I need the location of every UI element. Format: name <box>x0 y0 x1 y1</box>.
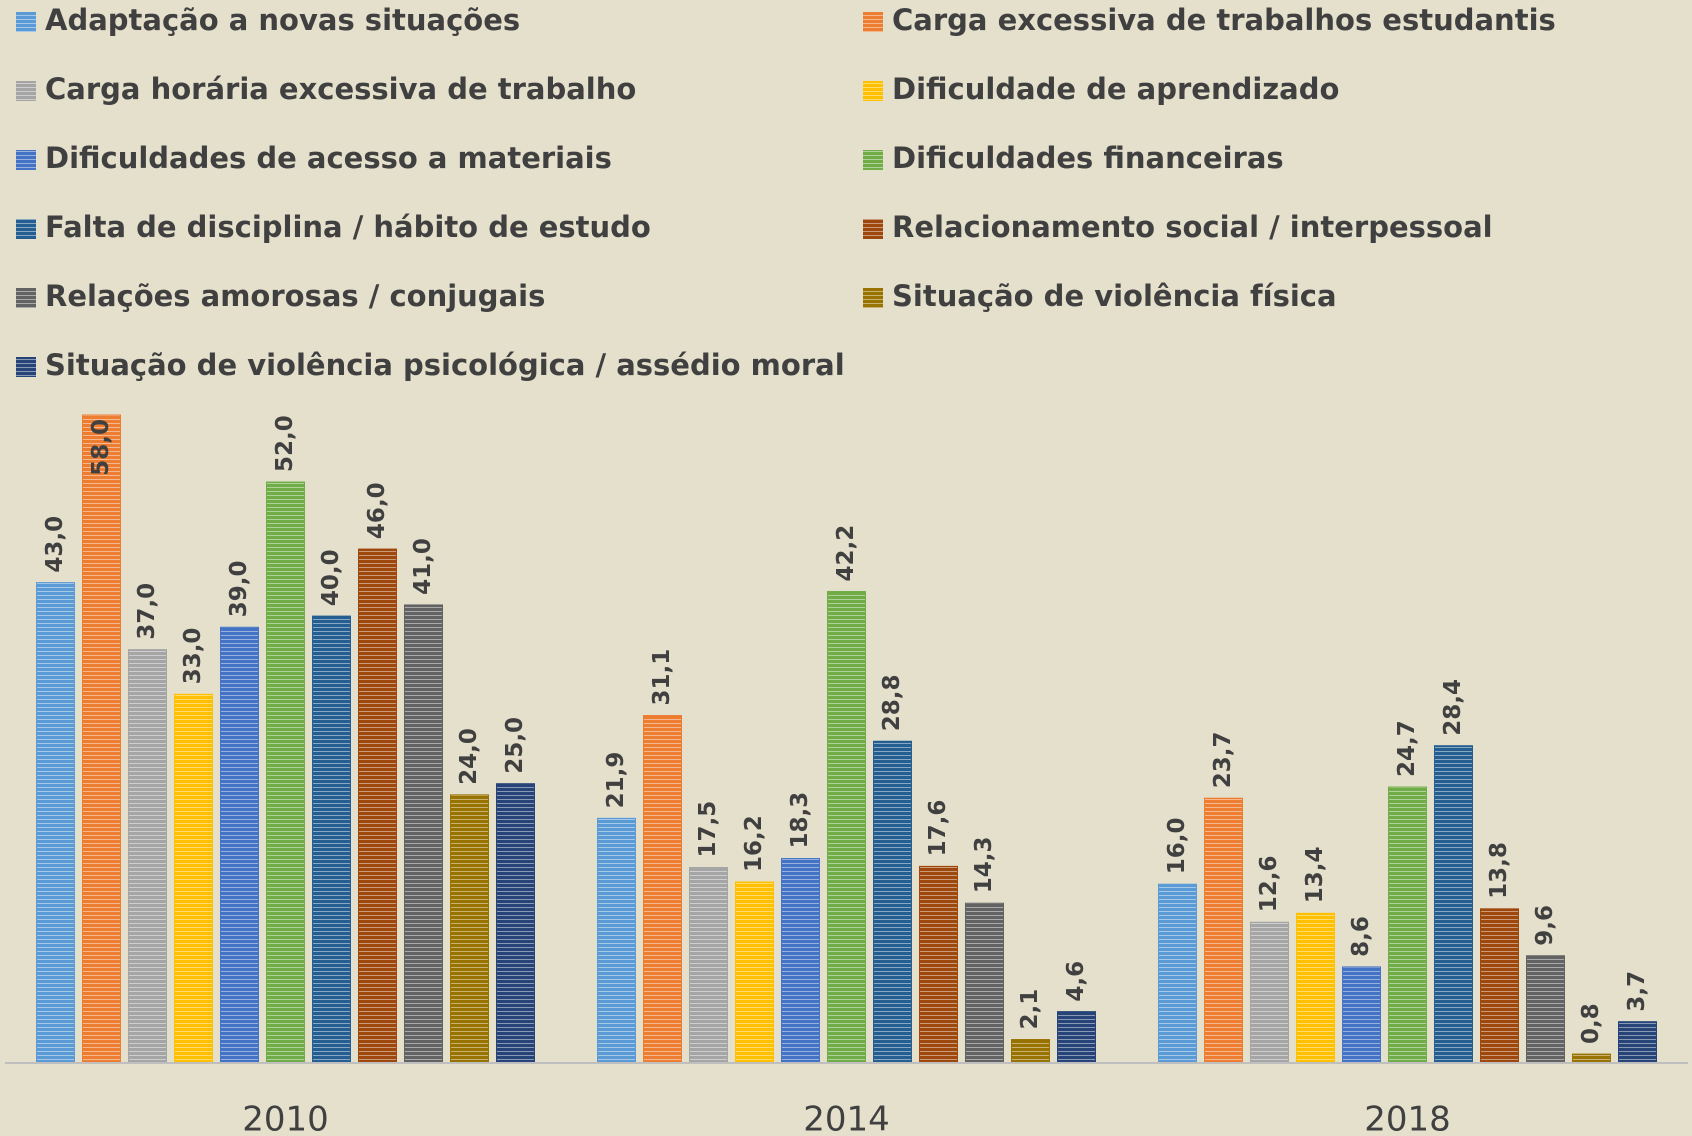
legend-swatch <box>16 150 36 170</box>
data-label: 13,4 <box>1302 847 1328 904</box>
data-label: 42,2 <box>833 525 859 582</box>
bar <box>1572 1053 1611 1064</box>
bar <box>1057 1011 1096 1064</box>
data-label: 4,6 <box>1063 961 1089 1002</box>
bar <box>128 649 167 1064</box>
data-label: 9,6 <box>1532 905 1558 946</box>
bar <box>358 548 397 1064</box>
bar <box>312 615 351 1064</box>
bar <box>781 858 820 1064</box>
legend-label: Falta de disciplina / hábito de estudo <box>45 210 651 244</box>
legend-label: Carga horária excessiva de trabalho <box>45 72 636 106</box>
bar <box>1388 786 1427 1064</box>
data-label: 23,7 <box>1210 731 1236 788</box>
data-label: 24,7 <box>1394 720 1420 777</box>
bar <box>597 817 636 1064</box>
legend-swatch <box>863 150 883 170</box>
legend-swatch <box>863 12 883 32</box>
legend-label: Situação de violência física <box>892 279 1337 313</box>
bar <box>1618 1021 1657 1064</box>
bar <box>1480 908 1519 1064</box>
bar <box>1204 797 1243 1064</box>
bar <box>82 414 121 1064</box>
data-label: 12,6 <box>1256 855 1282 912</box>
data-label: 3,7 <box>1624 971 1650 1012</box>
bar <box>174 693 213 1064</box>
legend-swatch <box>16 12 36 32</box>
legend-label: Dificuldades financeiras <box>892 141 1284 175</box>
bar <box>496 783 535 1064</box>
legend-label: Dificuldades de acesso a materiais <box>45 141 612 175</box>
legend-label: Dificuldade de aprendizado <box>892 72 1339 106</box>
data-label: 58,0 <box>88 419 114 476</box>
bar <box>735 881 774 1064</box>
data-label: 52,0 <box>272 415 298 472</box>
bar <box>220 626 259 1064</box>
x-tick-label: 2018 <box>1364 1100 1451 1136</box>
legend-swatch <box>863 219 883 239</box>
data-label: 16,2 <box>741 815 767 872</box>
data-label: 18,3 <box>787 792 813 849</box>
data-label: 2,1 <box>1017 989 1043 1030</box>
data-label: 0,8 <box>1578 1003 1604 1044</box>
data-label: 46,0 <box>364 482 390 539</box>
data-label: 17,5 <box>695 801 721 858</box>
bar <box>827 591 866 1064</box>
data-label: 28,8 <box>879 674 905 731</box>
data-label: 39,0 <box>226 561 252 618</box>
legend-label: Adaptação a novas situações <box>45 3 520 37</box>
legend-swatch <box>16 219 36 239</box>
bar <box>450 794 489 1064</box>
bar <box>1296 912 1335 1064</box>
data-label: 31,1 <box>649 649 675 706</box>
data-label: 37,0 <box>134 583 160 640</box>
data-label: 16,0 <box>1164 817 1190 874</box>
bar <box>643 715 682 1064</box>
bar <box>689 866 728 1064</box>
x-tick-label: 2014 <box>803 1100 890 1136</box>
data-label: 14,3 <box>971 836 997 893</box>
legend-swatch <box>16 288 36 308</box>
data-label: 8,6 <box>1348 916 1374 957</box>
bar <box>266 481 305 1064</box>
x-tick-label: 2010 <box>242 1100 329 1136</box>
data-label: 17,6 <box>925 800 951 857</box>
legend-swatch <box>863 288 883 308</box>
bar <box>36 582 75 1064</box>
legend-swatch <box>16 357 36 377</box>
legend-swatch <box>863 81 883 101</box>
legend-label: Relacionamento social / interpessoal <box>892 210 1493 244</box>
data-label: 40,0 <box>318 549 344 606</box>
bar <box>873 740 912 1064</box>
data-label: 25,0 <box>502 717 528 774</box>
data-label: 28,4 <box>1440 679 1466 736</box>
bar <box>1434 745 1473 1064</box>
legend-label: Situação de violência psicológica / assé… <box>45 348 845 382</box>
legend-swatch <box>16 81 36 101</box>
data-label: 41,0 <box>410 538 436 595</box>
data-label: 24,0 <box>456 728 482 785</box>
bar <box>1250 921 1289 1064</box>
bar <box>919 865 958 1064</box>
bar <box>1011 1039 1050 1064</box>
bar <box>1158 883 1197 1064</box>
data-label: 13,8 <box>1486 842 1512 899</box>
bar <box>404 604 443 1064</box>
bar <box>1342 966 1381 1064</box>
data-label: 33,0 <box>180 628 206 685</box>
legend-label: Relações amorosas / conjugais <box>45 279 545 313</box>
bar <box>1526 955 1565 1064</box>
legend-label: Carga excessiva de trabalhos estudantis <box>892 3 1556 37</box>
data-label: 43,0 <box>42 516 68 573</box>
bar <box>965 902 1004 1064</box>
data-label: 21,9 <box>603 752 629 809</box>
